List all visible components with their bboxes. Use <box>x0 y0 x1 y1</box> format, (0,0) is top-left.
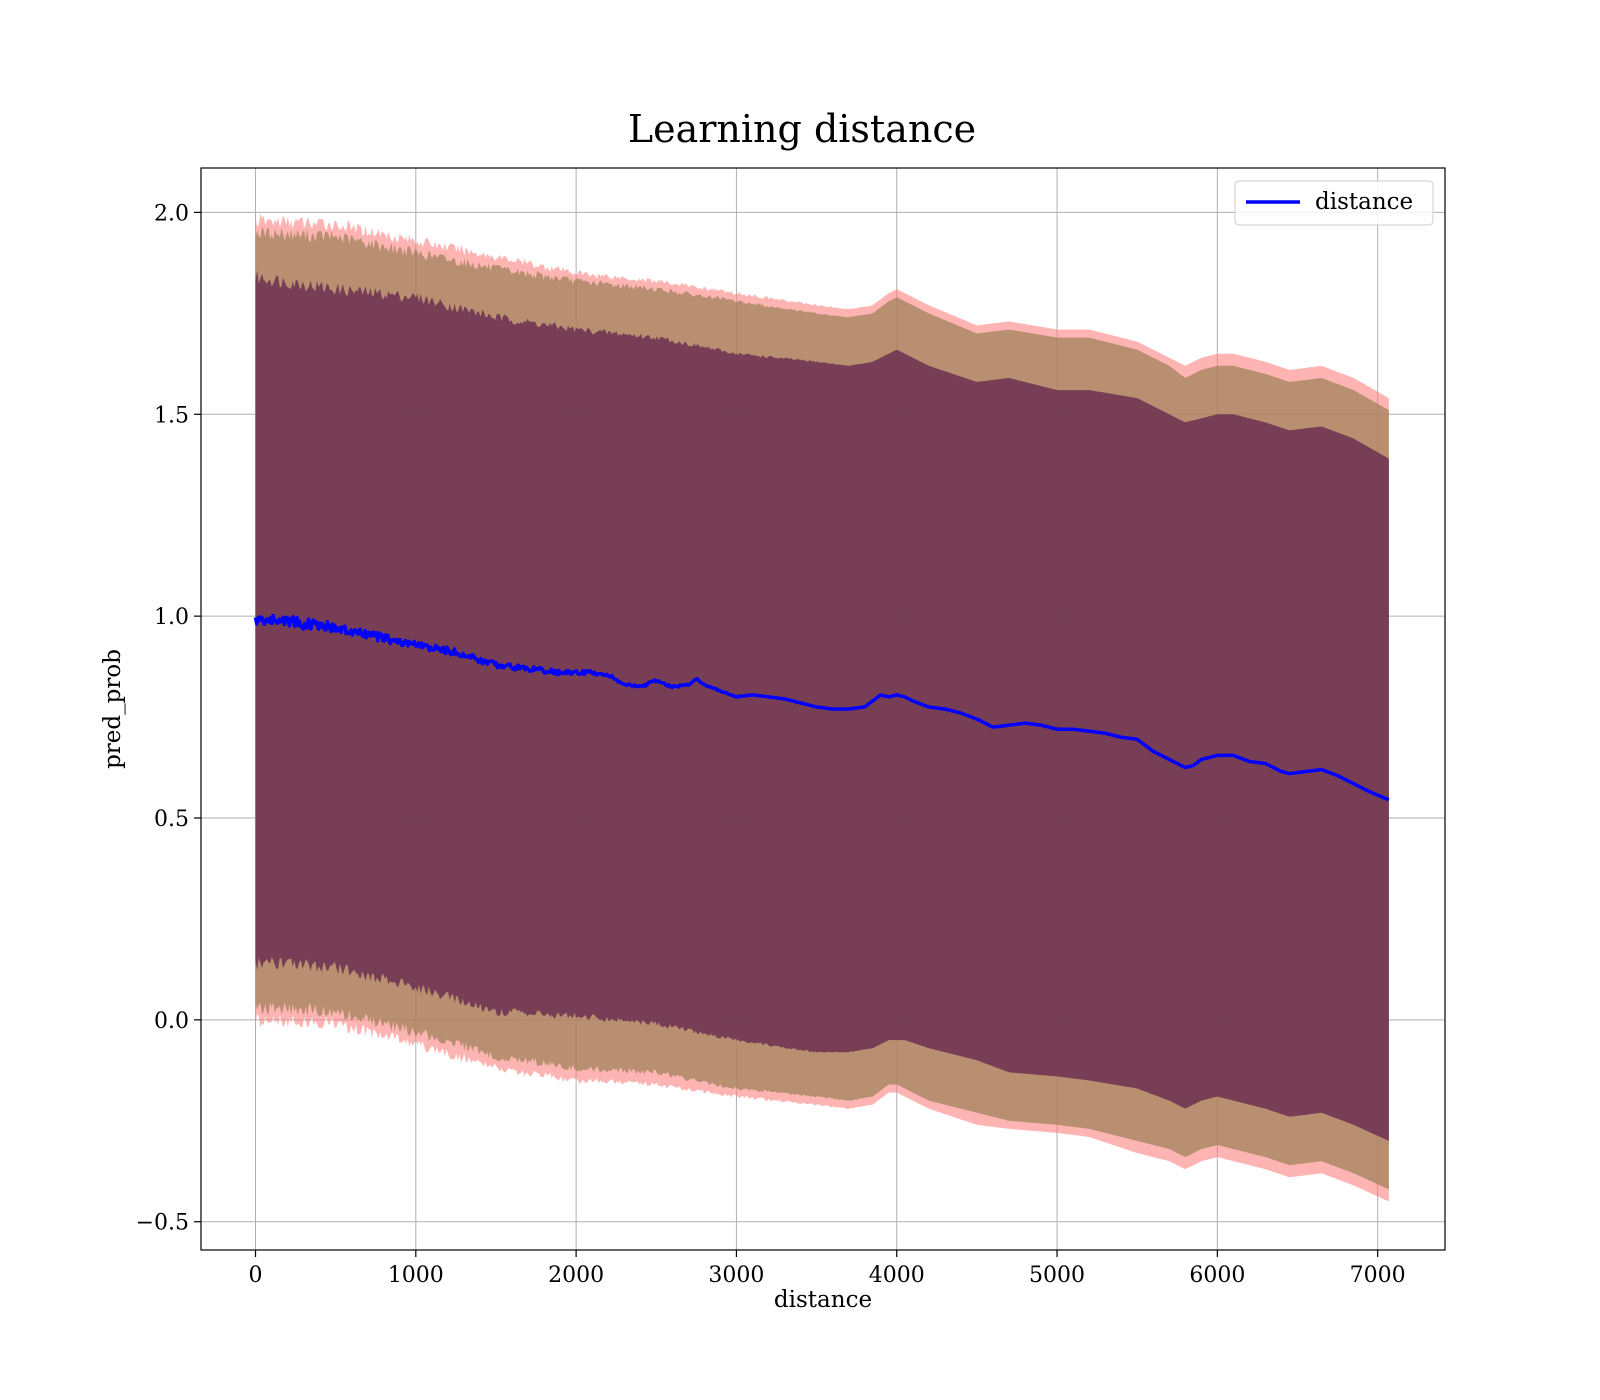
y-tick-label: 2.0 <box>154 201 189 226</box>
series-lines <box>253 613 1390 802</box>
band-1-sigma <box>255 270 1389 1141</box>
legend-label-distance: distance <box>1315 189 1413 215</box>
x-tick-label: 4000 <box>869 1263 925 1288</box>
y-tick-label: −0.5 <box>136 1211 189 1236</box>
y-tick-label: 1.5 <box>154 403 189 428</box>
x-tick-label: 6000 <box>1189 1263 1245 1288</box>
legend: distance <box>1234 180 1434 226</box>
legend-frame <box>1234 180 1434 226</box>
x-tick-label: 1000 <box>388 1263 444 1288</box>
y-tick-label: 0.5 <box>154 807 189 832</box>
x-tick-label: 3000 <box>708 1263 764 1288</box>
y-tick-label: 0.0 <box>154 1009 189 1034</box>
y-axis-ticks: −0.5 0.0 0.5 1.0 1.5 2.0 <box>136 201 201 1236</box>
x-tick-label: 2000 <box>548 1263 604 1288</box>
x-tick-label: 7000 <box>1350 1263 1406 1288</box>
y-axis-label: pred_prob <box>100 649 126 769</box>
chart-title: Learning distance <box>628 107 976 151</box>
x-axis-label: distance <box>774 1287 872 1313</box>
y-tick-label: 1.0 <box>154 605 189 630</box>
series-line-distance <box>253 613 1390 802</box>
x-tick-label: 5000 <box>1029 1263 1085 1288</box>
plot-frame <box>200 167 1446 1251</box>
x-axis-ticks: 0 1000 2000 3000 4000 5000 6000 7000 <box>249 1250 1406 1288</box>
x-tick-label: 0 <box>249 1263 263 1288</box>
